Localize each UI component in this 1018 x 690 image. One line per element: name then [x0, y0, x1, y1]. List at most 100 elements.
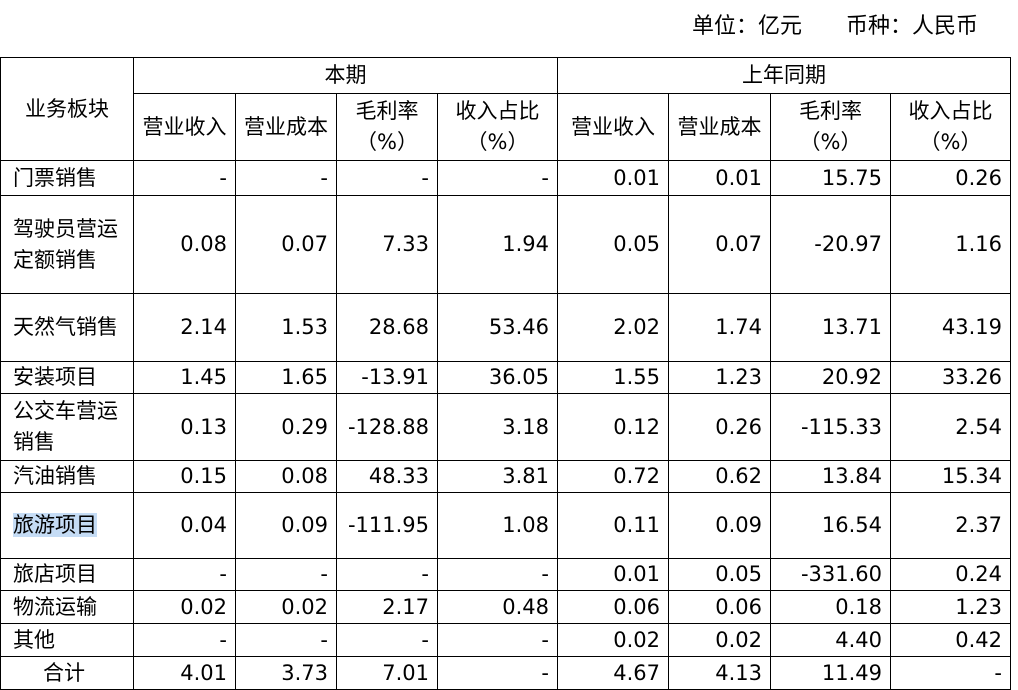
cell: 1.65	[235, 361, 337, 394]
cell: 2.14	[133, 293, 236, 362]
cell: 20.92	[770, 361, 891, 394]
cell: 0.01	[557, 558, 669, 591]
cell: 0.72	[557, 460, 669, 493]
cell: 53.46	[437, 293, 558, 362]
cell: 0.26	[668, 393, 771, 461]
cell: 0.06	[557, 590, 669, 624]
data-row: 物流运输 0.02 0.02 2.17 0.48 0.06 0.06 0.18 1.23	[0, 590, 1011, 624]
cell: -	[437, 623, 558, 657]
cell: 4.13	[668, 656, 771, 690]
cell: 0.15	[133, 460, 236, 493]
cell: 1.74	[668, 293, 771, 362]
cell: -111.95	[336, 492, 438, 559]
cell: 0.09	[235, 492, 337, 559]
cell: 13.84	[770, 460, 891, 493]
cell: 0.42	[890, 623, 1011, 657]
data-row: 公交车营运销售 0.13 0.29 -128.88 3.18 0.12 0.26 -115.3…	[0, 393, 1011, 461]
cell: 16.54	[770, 492, 891, 559]
row-label-text: 公交车营运销售	[13, 399, 118, 454]
cell: 0.07	[235, 195, 337, 294]
row-label: 物流运输	[0, 590, 134, 624]
column-header: 营业收入	[557, 93, 669, 161]
cell: 3.73	[235, 656, 337, 690]
cell: -128.88	[336, 393, 438, 461]
cell: 33.26	[890, 361, 1011, 394]
row-label-text: 其他	[13, 627, 55, 652]
cell: 36.05	[437, 361, 558, 394]
cell: 0.05	[557, 195, 669, 294]
cell: -	[235, 623, 337, 657]
row-label: 天然气销售	[0, 293, 134, 362]
data-row: 天然气销售 2.14 1.53 28.68 53.46 2.02 1.74 13.71 43.1…	[0, 293, 1011, 362]
cell: 4.67	[557, 656, 669, 690]
row-label-text: 天然气销售	[13, 315, 118, 339]
row-label-text: 汽油销售	[13, 464, 97, 488]
cell: 7.01	[336, 656, 438, 690]
cell: 1.23	[668, 361, 771, 394]
cell: 0.11	[557, 492, 669, 559]
cell: -13.91	[336, 361, 438, 394]
cell: 0.01	[557, 160, 669, 196]
cell: 0.62	[668, 460, 771, 493]
cell: -	[133, 160, 236, 196]
table-body: 门票销售 - - - -0.01 0.01 15.75 0.26 驾驶员营运定额销售 0.08 0.…	[0, 160, 1011, 690]
row-label: 其他	[0, 623, 134, 657]
cell: 0.02	[133, 590, 236, 624]
cell: 0.12	[557, 393, 669, 461]
cell: 0.01	[668, 160, 771, 196]
cell: 0.06	[668, 590, 771, 624]
cell: 0.08	[133, 195, 236, 294]
row-label: 门票销售	[0, 160, 134, 196]
cell: 1.94	[437, 195, 558, 294]
row-label: 汽油销售	[0, 460, 134, 493]
cell: -	[437, 656, 558, 690]
cell: 0.02	[235, 590, 337, 624]
column-header: 毛利率（%）	[770, 93, 891, 161]
table-head: 业务板块 本期 上年同期 营业收入 营业成本 毛利率（%） 收入占比（%） 营业收入 营业成本毛…	[0, 57, 1011, 161]
cell: -	[437, 558, 558, 591]
unit-note: 单位：亿元 币种：人民币	[691, 14, 978, 39]
cell: 0.26	[890, 160, 1011, 196]
cell: 11.49	[770, 656, 891, 690]
cell: 0.13	[133, 393, 236, 461]
data-row: 合计 4.01 3.73 7.01-4.67 4.13 11.49-	[0, 656, 1011, 690]
data-row: 安装项目 1.45 1.65 -13.91 36.05 1.55 1.23 20.92 33.2…	[0, 361, 1011, 394]
cell: -	[437, 160, 558, 196]
column-header: 收入占比（%）	[890, 93, 1011, 161]
row-label: 安装项目	[0, 361, 134, 394]
cell: 0.05	[668, 558, 771, 591]
group-header: 本期	[133, 57, 558, 94]
cell: -	[235, 558, 337, 591]
cell: 15.75	[770, 160, 891, 196]
row-label: 驾驶员营运定额销售	[0, 195, 134, 294]
row-label: 合计	[0, 656, 134, 690]
row-label-text: 合计	[43, 660, 85, 685]
cell: -	[890, 656, 1011, 690]
revenue-table: 业务板块 本期 上年同期 营业收入 营业成本 毛利率（%） 收入占比（%） 营业收入 营业成本毛…	[0, 57, 1011, 690]
cell: 1.45	[133, 361, 236, 394]
cell: 2.02	[557, 293, 669, 362]
cell: 15.34	[890, 460, 1011, 493]
column-header: 营业收入	[133, 93, 236, 161]
cell: -	[336, 558, 438, 591]
cell: -	[133, 623, 236, 657]
row-label: 旅店项目	[0, 558, 134, 591]
cell: 1.55	[557, 361, 669, 394]
group-header: 上年同期	[557, 57, 1011, 94]
cell: 3.81	[437, 460, 558, 493]
cell: 0.02	[668, 623, 771, 657]
row-label-text: 旅游项目	[13, 513, 97, 537]
cell: 13.71	[770, 293, 891, 362]
cell: 4.40	[770, 623, 891, 657]
column-header: 毛利率（%）	[336, 93, 438, 161]
cell: -331.60	[770, 558, 891, 591]
cell: 2.54	[890, 393, 1011, 461]
data-row: 其他 - - - -0.02 0.02 4.40 0.42	[0, 623, 1011, 657]
cell: 0.09	[668, 492, 771, 559]
column-header: 营业成本	[668, 93, 771, 161]
cell: -20.97	[770, 195, 891, 294]
cell: 2.17	[336, 590, 438, 624]
cell: 4.01	[133, 656, 236, 690]
cell: 0.02	[557, 623, 669, 657]
